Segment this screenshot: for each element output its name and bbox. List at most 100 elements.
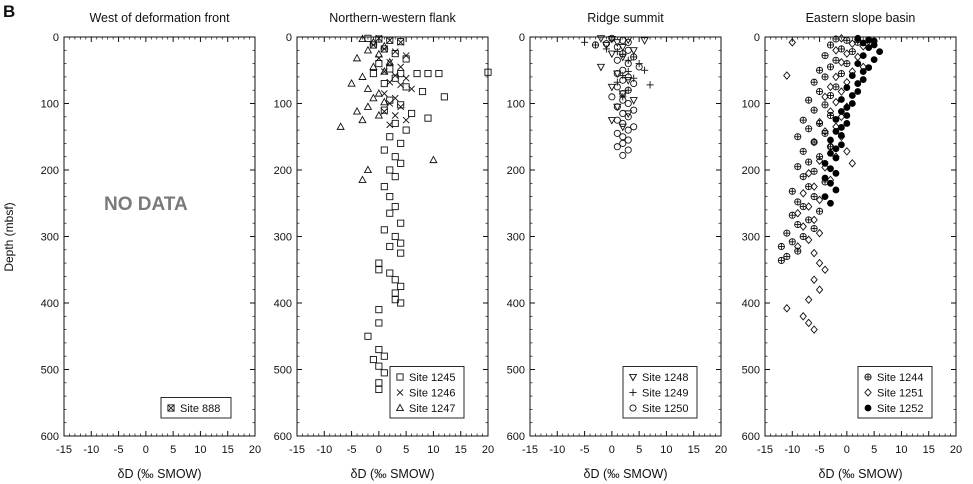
data-point — [613, 48, 621, 56]
data-point — [859, 39, 867, 47]
data-point — [827, 136, 834, 144]
data-point — [375, 379, 383, 387]
data-point — [391, 289, 399, 297]
data-point — [386, 36, 394, 44]
data-point — [386, 100, 394, 107]
data-point — [848, 72, 856, 79]
data-point — [821, 127, 829, 136]
data-point — [440, 93, 448, 101]
data-point — [386, 121, 394, 129]
data-point — [402, 52, 410, 60]
data-point — [596, 63, 606, 72]
data-point — [619, 109, 627, 118]
legend-marker — [629, 388, 637, 397]
data-point — [364, 34, 372, 42]
data-point — [624, 77, 633, 85]
data-point — [397, 38, 405, 46]
data-point — [613, 70, 622, 79]
legend-box — [160, 397, 232, 419]
data-point — [854, 60, 862, 67]
data-point — [837, 70, 845, 78]
data-point — [380, 68, 388, 75]
legend-entry: Site 1249 — [642, 388, 688, 400]
data-point — [624, 46, 632, 54]
data-point — [397, 219, 405, 227]
legend-entry: Site 1252 — [877, 403, 923, 415]
data-point — [804, 318, 813, 328]
data-point — [397, 282, 405, 290]
x-tick-label: -10 — [549, 444, 565, 456]
x-tick-label: 10 — [194, 444, 206, 456]
data-point — [832, 154, 840, 162]
no-data-annotation: NO DATA — [104, 194, 188, 215]
data-point — [821, 101, 829, 109]
x-axis-label: δD (‰ SMOW) — [583, 467, 667, 481]
data-point — [777, 256, 785, 264]
data-point — [624, 86, 632, 94]
data-point — [618, 90, 627, 99]
data-point — [843, 49, 851, 58]
data-point — [619, 89, 627, 98]
data-point — [375, 60, 383, 68]
data-point — [821, 92, 829, 102]
data-point — [602, 40, 610, 48]
x-tick-label: 10 — [427, 444, 439, 456]
data-point — [783, 71, 791, 80]
data-point — [854, 34, 862, 42]
x-tick-label: -5 — [815, 444, 825, 456]
data-point — [613, 129, 621, 137]
data-point — [624, 73, 632, 81]
data-point — [843, 36, 851, 44]
y-tick-label: 0 — [754, 32, 760, 44]
legend-marker — [864, 388, 872, 397]
data-point — [630, 80, 638, 88]
data-point — [613, 78, 621, 86]
x-tick-label: 5 — [871, 444, 877, 456]
data-point — [794, 133, 802, 141]
x-tick-label: -15 — [757, 444, 773, 456]
x-tick-label: -15 — [56, 444, 72, 456]
legend-marker — [864, 373, 872, 381]
data-point — [821, 52, 829, 60]
data-point — [397, 299, 405, 307]
x-tick-label: -5 — [580, 444, 590, 456]
data-point — [347, 79, 356, 87]
data-point — [837, 34, 846, 43]
data-point — [777, 242, 785, 251]
data-point — [815, 258, 824, 268]
data-point — [870, 56, 878, 64]
y-tick-label: 600 — [507, 431, 525, 443]
data-point — [794, 163, 802, 171]
data-point — [391, 94, 399, 102]
x-tick-label: -5 — [114, 444, 124, 456]
data-point — [391, 119, 399, 127]
data-point — [391, 173, 399, 181]
data-point — [799, 147, 807, 155]
data-point — [619, 133, 627, 141]
data-point — [619, 139, 627, 147]
data-point — [397, 81, 405, 89]
data-point — [810, 275, 818, 285]
data-point — [375, 35, 383, 43]
panel-title: Ridge summit — [587, 11, 664, 25]
data-point — [826, 63, 835, 71]
legend-entry: Site 1245 — [409, 372, 455, 384]
y-tick-label: 400 — [41, 298, 59, 310]
data-point — [832, 169, 840, 177]
data-point — [369, 70, 377, 78]
data-point — [618, 43, 627, 52]
data-point — [794, 242, 802, 251]
panel-4: Eastern slope basin-15 -10 -5 0 5 10 15 2001002… — [742, 11, 962, 481]
panel-title: Northern-western flank — [329, 11, 456, 25]
data-point — [386, 166, 394, 174]
legend-entry: Site 1250 — [642, 403, 688, 415]
data-point — [375, 266, 383, 274]
data-point — [402, 55, 410, 63]
legend: Site 1245 Site 1246 Site 1247 — [389, 366, 465, 419]
data-point — [859, 76, 867, 83]
data-point — [805, 96, 813, 104]
y-tick-label: 500 — [742, 365, 760, 377]
data-point — [832, 145, 840, 153]
data-point — [810, 325, 818, 334]
